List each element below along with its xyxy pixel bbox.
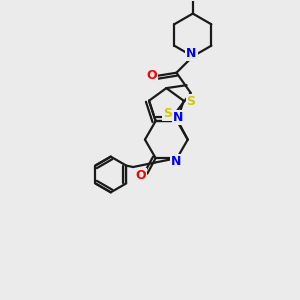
Text: O: O [147, 69, 158, 82]
Text: O: O [136, 169, 146, 182]
Text: N: N [186, 47, 196, 60]
Text: N: N [173, 111, 183, 124]
Text: N: N [171, 154, 181, 168]
Text: S: S [187, 95, 196, 108]
Text: S: S [163, 107, 172, 120]
